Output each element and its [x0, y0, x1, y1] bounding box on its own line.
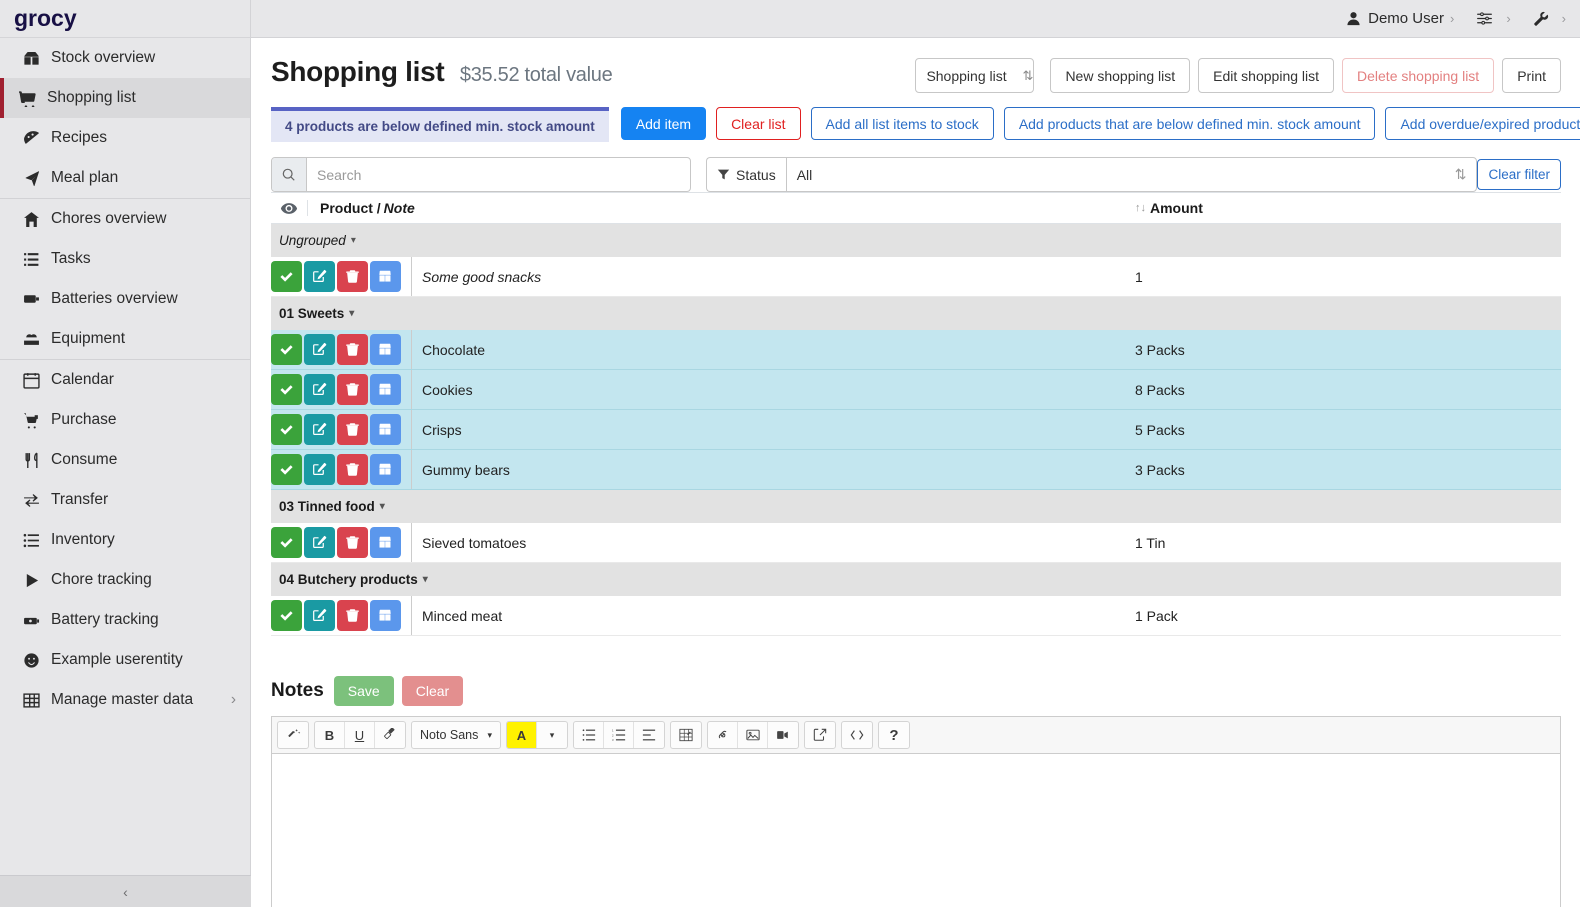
svg-text:3: 3	[612, 738, 614, 742]
svg-text:grocy: grocy	[14, 7, 77, 31]
svg-text:2: 2	[612, 733, 614, 737]
svg-text:1: 1	[612, 729, 614, 733]
